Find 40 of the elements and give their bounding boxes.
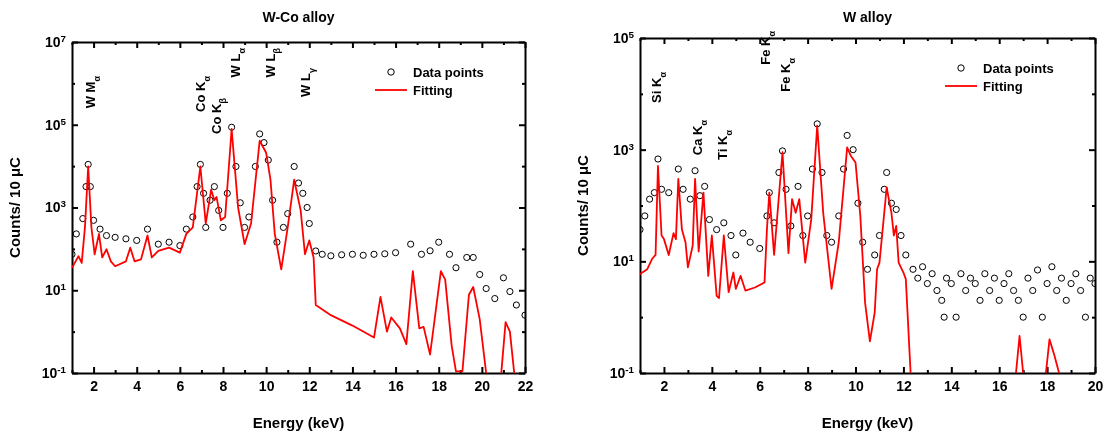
chart-title: W-Co alloy	[262, 9, 335, 25]
x-tick-label: 2	[90, 377, 99, 394]
x-tick-label: 12	[302, 377, 318, 394]
y-tick-label: 10$^{1}$	[44, 280, 67, 299]
y-tick-label: 10$^{7}$	[44, 32, 67, 50]
x-tick-label: 14	[944, 377, 960, 394]
legend-label: Fitting	[983, 79, 1023, 94]
y-axis-title: Counts/ 10 μC	[6, 156, 23, 258]
x-tick-label: 12	[896, 377, 912, 394]
x-tick-label: 18	[431, 377, 448, 394]
x-tick-label: 18	[1039, 377, 1056, 394]
legend-label: Data points	[983, 61, 1054, 76]
x-tick-label: 4	[133, 377, 142, 394]
y-tick-label: 10$^{3}$	[44, 197, 67, 216]
x-tick-label: 6	[176, 377, 185, 394]
legend-label: Data points	[413, 65, 484, 80]
y-tick-label: 10$^{-1}$	[609, 363, 635, 381]
x-tick-label: 22	[517, 377, 534, 394]
x-tick-label: 16	[991, 377, 1008, 394]
y-tick-label: 10$^{3}$	[612, 140, 635, 158]
x-tick-label: 8	[804, 377, 813, 394]
x-tick-label: 8	[219, 377, 228, 394]
x-tick-label: 6	[756, 377, 765, 394]
x-axis-title: Energy (keV)	[821, 414, 914, 431]
x-tick-label: 4	[708, 377, 717, 394]
x-tick-label: 14	[345, 377, 361, 394]
x-tick-label: 20	[1087, 377, 1104, 394]
x-tick-label: 10	[848, 377, 865, 394]
y-tick-label: 10$^{1}$	[612, 251, 635, 270]
chart-title: W alloy	[842, 9, 893, 25]
y-tick-label: 10$^{5}$	[612, 28, 635, 46]
x-tick-label: 10	[258, 377, 275, 394]
x-tick-label: 2	[660, 377, 669, 394]
y-axis-title: Counts/ 10 μC	[574, 154, 591, 256]
y-tick-label: 10$^{-1}$	[41, 363, 67, 381]
x-tick-label: 20	[474, 377, 491, 394]
x-axis-title: Energy (keV)	[252, 414, 345, 431]
y-tick-label: 10$^{5}$	[44, 115, 67, 133]
x-tick-label: 16	[388, 377, 405, 394]
legend-label: Fitting	[413, 83, 453, 98]
